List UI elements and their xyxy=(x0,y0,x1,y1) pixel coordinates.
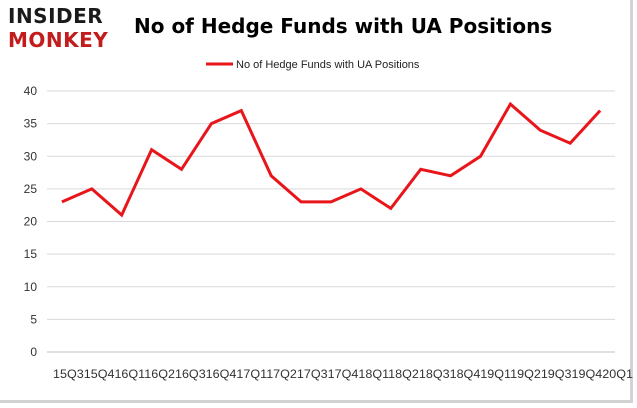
insider-monkey-logo: INSIDER MONKEY xyxy=(8,6,118,50)
y-tick-label: 40 xyxy=(24,84,38,98)
y-tick-label: 20 xyxy=(24,215,38,229)
series-line xyxy=(61,101,602,218)
logo-line1: INSIDER xyxy=(8,4,104,28)
y-tick-label: 0 xyxy=(30,345,37,359)
chart-title: No of Hedge Funds with UA Positions xyxy=(134,14,553,38)
legend-label: No of Hedge Funds with UA Positions xyxy=(236,59,420,71)
y-tick-label: 35 xyxy=(24,117,38,131)
y-tick-label: 5 xyxy=(30,312,37,326)
y-tick-label: 10 xyxy=(24,280,38,294)
x-tick-labels: 15Q315Q416Q116Q216Q316Q417Q117Q217Q317Q4… xyxy=(53,367,633,381)
y-tick-label: 25 xyxy=(24,182,38,196)
logo-line2: MONKEY xyxy=(8,28,109,52)
y-tick-label: 30 xyxy=(24,149,38,163)
y-tick-label: 15 xyxy=(24,247,38,261)
